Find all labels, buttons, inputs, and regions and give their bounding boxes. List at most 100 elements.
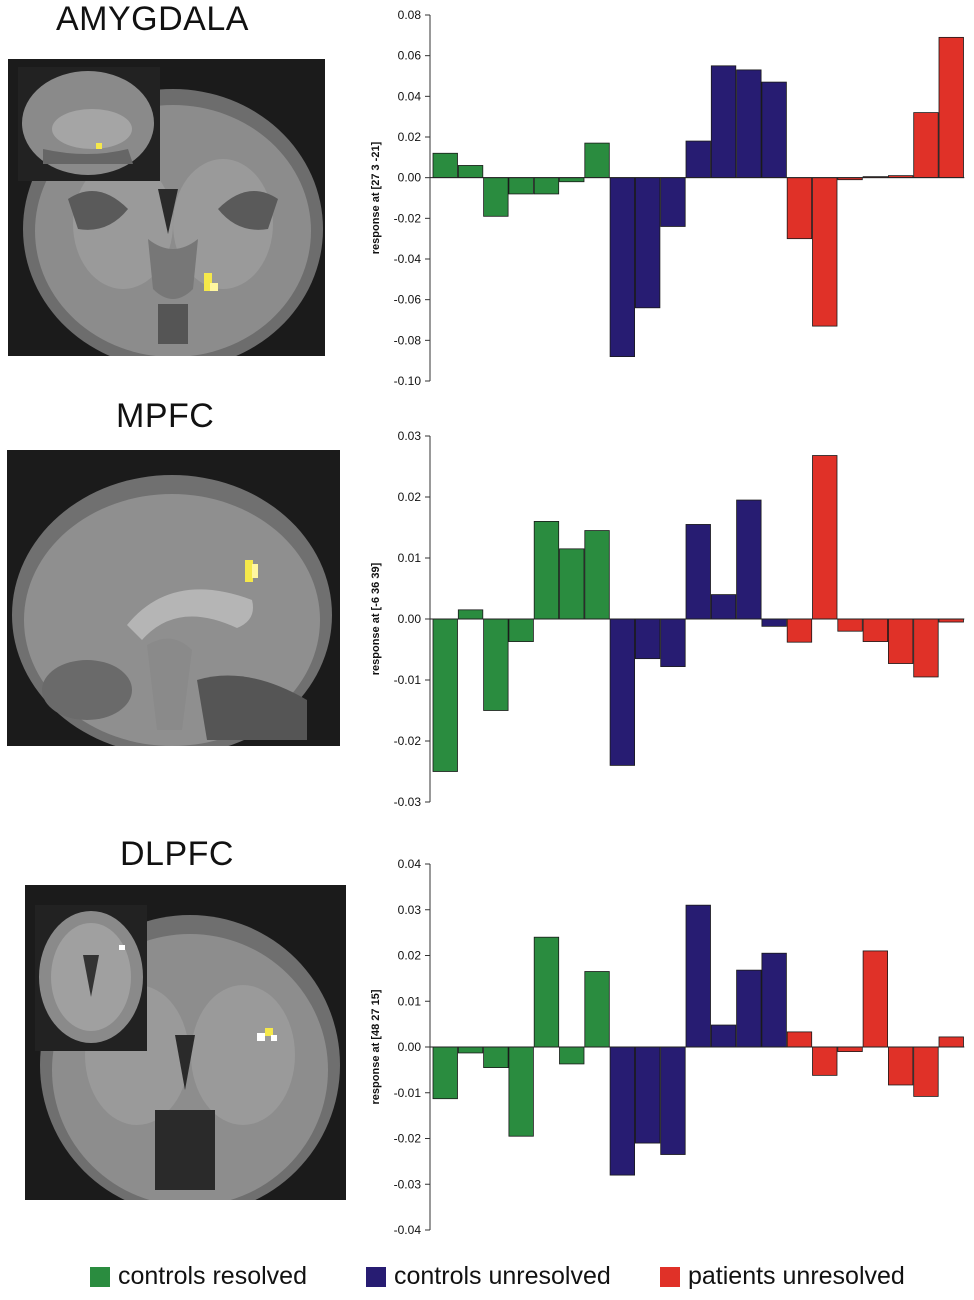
bar-controls-unresolved <box>761 952 787 1048</box>
panel-title-dlpfc: DLPFC <box>120 835 234 873</box>
y-tick-label: 0.00 <box>398 171 422 185</box>
amygdala-brain-image <box>8 59 325 356</box>
bar-patients-unresolved <box>913 112 939 179</box>
mpfc-brain-image <box>7 450 340 746</box>
y-tick-label: -0.01 <box>394 673 422 687</box>
legend-label-patients-unresolved: patients unresolved <box>688 1262 905 1290</box>
bar-patients-unresolved <box>862 950 888 1048</box>
bar-controls-unresolved <box>685 140 711 179</box>
y-tick-label: 0.00 <box>398 612 422 626</box>
bar-controls-resolved <box>457 165 484 179</box>
bar-controls-resolved <box>432 152 458 179</box>
bar-patients-unresolved <box>812 455 838 620</box>
legend-item-controls-unresolved: controls unresolved <box>366 1262 611 1291</box>
y-tick-label: -0.02 <box>394 1132 422 1146</box>
bar-patients-unresolved <box>786 618 813 643</box>
y-tick-label: 0.08 <box>398 8 422 22</box>
y-tick-label: 0.06 <box>398 49 422 63</box>
y-tick-label: 0.01 <box>398 551 422 565</box>
y-tick-label: -0.02 <box>394 734 422 748</box>
bar-patients-unresolved <box>888 618 914 664</box>
bar-controls-unresolved <box>634 177 661 309</box>
bar-patients-unresolved <box>938 36 964 179</box>
bar-controls-unresolved <box>761 81 787 179</box>
dlpfc-brain-image <box>25 885 346 1200</box>
bar-controls-resolved <box>584 530 610 620</box>
legend-swatch-patients-unresolved <box>660 1266 680 1287</box>
y-tick-label: -0.02 <box>394 211 422 225</box>
legend-item-patients-unresolved: patients unresolved <box>660 1262 905 1291</box>
dlpfc-bar-chart: 0.04 0.03 0.02 0.01 0.00 -0.01 -0.02 -0.03 -0.04… <box>370 857 965 1237</box>
bar-controls-unresolved <box>736 969 762 1048</box>
bar-controls-resolved <box>584 142 610 179</box>
bar-controls-resolved <box>457 609 484 620</box>
y-tick-label: 0.03 <box>398 903 422 917</box>
bar-controls-unresolved <box>660 1046 686 1155</box>
panel-title-amygdala: AMYGDALA <box>56 0 249 38</box>
y-tick-label: 0.01 <box>398 994 422 1008</box>
bar-controls-unresolved <box>736 499 762 620</box>
y-tick-label: -0.03 <box>394 1177 422 1191</box>
bar-controls-unresolved <box>736 69 762 179</box>
bar-patients-unresolved <box>786 177 813 240</box>
bar-controls-resolved <box>508 1046 534 1137</box>
bar-controls-unresolved <box>634 618 661 660</box>
y-tick-label: -0.03 <box>394 795 422 809</box>
bar-controls-unresolved <box>609 1046 636 1176</box>
bar-patients-unresolved <box>913 1046 939 1097</box>
bar-controls-resolved <box>559 548 585 620</box>
y-tick-label: -0.06 <box>394 293 422 307</box>
bar-controls-unresolved <box>710 594 737 620</box>
bar-controls-resolved <box>432 618 458 772</box>
bar-controls-resolved <box>508 177 534 195</box>
y-axis-label: response at [27 3 -21] <box>370 141 382 254</box>
y-tick-label: 0.00 <box>398 1040 422 1054</box>
bar-controls-resolved <box>559 1046 585 1065</box>
y-tick-label: -0.10 <box>394 374 422 388</box>
bar-controls-resolved <box>533 521 560 620</box>
bar-patients-unresolved <box>913 618 939 678</box>
y-tick-label: -0.08 <box>394 333 422 347</box>
legend-label-controls-resolved: controls resolved <box>118 1262 307 1290</box>
y-tick-label: 0.04 <box>398 857 422 871</box>
bar-controls-resolved <box>508 618 534 642</box>
bar-controls-unresolved <box>710 1024 737 1048</box>
bar-patients-unresolved <box>786 1031 813 1048</box>
bar-controls-unresolved <box>634 1046 661 1144</box>
y-tick-label: -0.01 <box>394 1086 422 1100</box>
panel-title-mpfc: MPFC <box>116 397 215 435</box>
legend: controls resolved controls unresolved pa… <box>0 1262 974 1296</box>
legend-swatch-controls-resolved <box>90 1266 110 1287</box>
bar-patients-unresolved <box>812 177 838 327</box>
y-tick-label: -0.04 <box>394 252 422 266</box>
bar-patients-unresolved <box>812 1046 838 1076</box>
bar-controls-resolved <box>483 1046 509 1068</box>
bar-controls-unresolved <box>609 177 636 358</box>
bar-controls-unresolved <box>609 618 636 766</box>
y-tick-label: 0.02 <box>398 949 422 963</box>
bar-controls-unresolved <box>660 618 686 667</box>
bar-controls-resolved <box>457 1046 484 1054</box>
mpfc-bar-chart: 0.03 0.02 0.01 0.00 -0.01 -0.02 -0.03 response … <box>370 429 965 809</box>
legend-label-controls-unresolved: controls unresolved <box>394 1262 611 1290</box>
bar-controls-unresolved <box>761 618 787 627</box>
y-tick-label: 0.02 <box>398 490 422 504</box>
bar-controls-resolved <box>584 971 610 1048</box>
y-axis-label: response at [48 27 15] <box>370 989 382 1104</box>
amygdala-bar-chart: 0.08 0.06 0.04 0.02 0.00 -0.02 -0.04 -0.06 -0.08… <box>370 8 965 388</box>
bar-controls-resolved <box>432 1046 458 1100</box>
bar-controls-unresolved <box>710 65 737 179</box>
bar-controls-resolved <box>559 177 585 183</box>
y-tick-label: 0.03 <box>398 429 422 443</box>
bar-patients-unresolved <box>837 618 863 632</box>
bar-patients-unresolved <box>862 618 888 642</box>
bar-controls-resolved <box>533 936 560 1048</box>
y-axis-label: response at [-6 36 39] <box>370 562 382 675</box>
bar-controls-unresolved <box>685 524 711 620</box>
bar-controls-resolved <box>533 177 560 195</box>
y-tick-label: 0.04 <box>398 89 422 103</box>
bar-controls-resolved <box>483 618 509 711</box>
bar-patients-unresolved <box>888 1046 914 1086</box>
y-tick-label: 0.02 <box>398 130 422 144</box>
legend-swatch-controls-unresolved <box>366 1266 386 1287</box>
